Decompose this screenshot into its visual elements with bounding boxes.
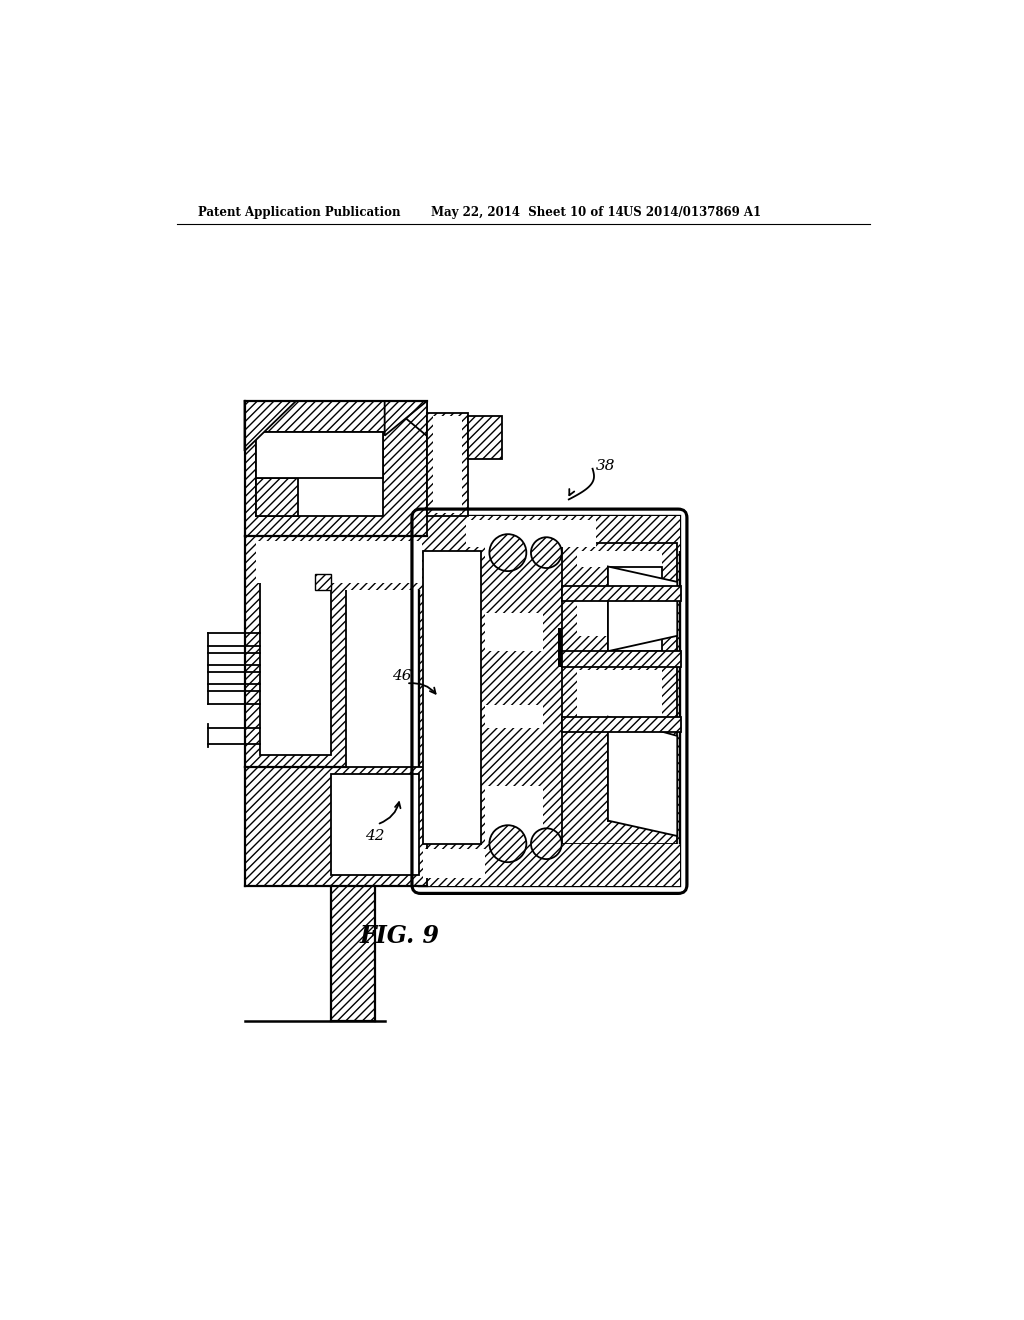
Bar <box>315 574 331 590</box>
Bar <box>256 432 383 516</box>
Bar <box>558 628 562 667</box>
Bar <box>256 541 422 583</box>
Bar <box>433 416 462 512</box>
Circle shape <box>489 535 526 572</box>
Bar <box>608 566 662 651</box>
Bar <box>245 401 427 536</box>
Text: May 22, 2014  Sheet 10 of 14: May 22, 2014 Sheet 10 of 14 <box>431 206 624 219</box>
Bar <box>256 478 298 516</box>
Bar <box>427 412 468 516</box>
Bar <box>256 432 383 478</box>
Text: US 2014/0137869 A1: US 2014/0137869 A1 <box>624 206 762 219</box>
Bar <box>419 516 680 552</box>
Bar <box>256 432 326 455</box>
Bar <box>260 544 331 755</box>
Polygon shape <box>666 516 680 531</box>
Bar <box>245 536 346 767</box>
Bar <box>608 729 662 821</box>
Bar <box>245 536 427 590</box>
Bar <box>468 416 503 459</box>
Bar <box>562 544 677 843</box>
Bar <box>484 612 543 651</box>
Bar <box>423 849 484 878</box>
Polygon shape <box>385 401 427 436</box>
Text: FIG. 9: FIG. 9 <box>360 924 440 948</box>
Bar <box>245 767 427 886</box>
Polygon shape <box>608 566 677 651</box>
Bar <box>331 886 376 1020</box>
Text: 38: 38 <box>596 459 615 474</box>
Bar <box>423 552 481 843</box>
Bar <box>562 586 681 601</box>
Polygon shape <box>245 401 296 451</box>
Polygon shape <box>245 401 265 424</box>
Bar <box>562 651 681 667</box>
Polygon shape <box>666 873 680 886</box>
Bar <box>484 785 543 843</box>
Polygon shape <box>419 516 433 531</box>
Bar <box>562 717 681 733</box>
Bar <box>578 598 662 636</box>
Bar <box>481 520 547 882</box>
Bar <box>331 775 419 875</box>
Polygon shape <box>385 401 427 436</box>
Bar <box>578 671 662 717</box>
Circle shape <box>489 825 526 862</box>
Polygon shape <box>419 873 433 886</box>
Bar <box>419 843 680 886</box>
Bar <box>419 516 680 886</box>
Text: 46: 46 <box>392 669 412 682</box>
Bar <box>484 705 543 729</box>
Bar <box>578 552 662 566</box>
Circle shape <box>531 537 562 568</box>
Bar <box>466 520 596 548</box>
Bar <box>484 524 543 558</box>
Polygon shape <box>608 717 677 836</box>
Text: Patent Application Publication: Patent Application Publication <box>199 206 400 219</box>
Text: 42: 42 <box>366 829 385 843</box>
Circle shape <box>531 829 562 859</box>
